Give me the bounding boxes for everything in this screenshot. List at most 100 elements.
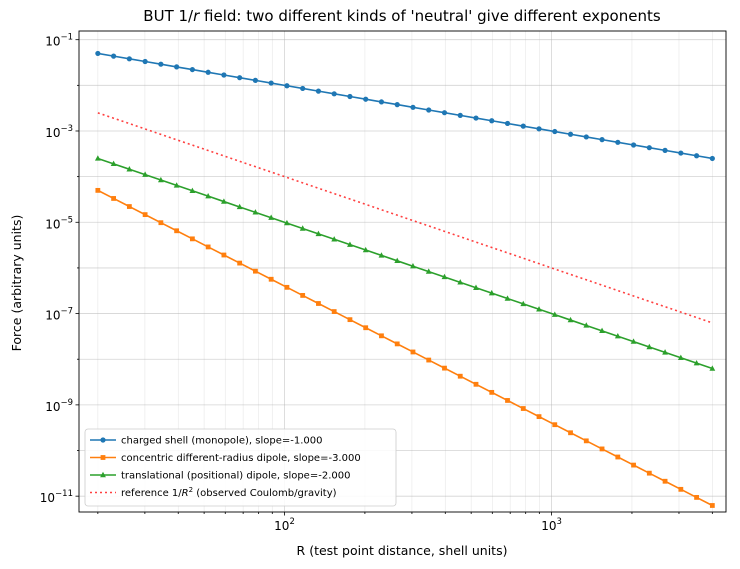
data-point <box>347 241 353 247</box>
data-point <box>253 268 258 274</box>
data-point <box>615 139 621 145</box>
data-point <box>95 50 101 57</box>
data-point <box>694 495 699 500</box>
x-axis-label: R (test point distance, shell units) <box>297 543 508 558</box>
data-point <box>631 462 636 468</box>
data-point <box>630 142 637 148</box>
data-point <box>237 75 243 81</box>
data-point <box>268 276 274 282</box>
data-point <box>221 252 227 258</box>
data-point <box>142 212 148 218</box>
series-group <box>94 50 716 508</box>
data-point <box>709 503 715 508</box>
data-point <box>473 115 479 121</box>
data-point <box>284 83 290 89</box>
data-point <box>142 58 148 65</box>
legend-marker <box>100 471 106 478</box>
data-point <box>316 301 321 306</box>
data-point <box>520 123 526 129</box>
series-line-3 <box>97 112 713 324</box>
data-point <box>457 279 464 285</box>
y-tick-label: 10−9 <box>45 398 73 414</box>
data-point <box>426 357 432 363</box>
legend-marker <box>100 437 106 443</box>
data-point <box>646 343 653 350</box>
series-line-2 <box>97 157 713 370</box>
data-point <box>662 147 668 153</box>
data-point <box>331 91 337 97</box>
data-point <box>583 438 589 444</box>
data-point <box>709 365 716 371</box>
data-point <box>394 341 400 347</box>
data-point <box>158 220 164 226</box>
data-point <box>363 96 369 102</box>
data-point <box>205 244 211 250</box>
y-tick-label: 10−1 <box>45 33 73 49</box>
chart-title: BUT 1/r field: two different kinds of 'n… <box>143 7 661 25</box>
data-point <box>110 160 117 167</box>
data-point <box>95 187 101 193</box>
data-point <box>457 112 463 118</box>
data-point <box>520 406 526 411</box>
data-point <box>394 257 401 264</box>
data-point <box>505 398 510 403</box>
data-point <box>567 316 574 323</box>
data-point <box>583 134 589 140</box>
data-point <box>536 414 542 420</box>
data-point <box>268 214 275 220</box>
y-tick-label: 10−5 <box>45 215 73 231</box>
data-point <box>630 338 637 344</box>
data-point <box>568 430 573 436</box>
data-point <box>379 333 384 339</box>
data-point <box>552 128 558 135</box>
data-point <box>111 196 117 201</box>
data-point <box>174 64 180 70</box>
data-point <box>157 176 164 183</box>
data-point <box>489 118 495 124</box>
data-point <box>410 349 416 355</box>
axes: 102 103 10−1 10−3 10−5 10−7 10−9 10−11 <box>40 30 727 533</box>
data-point <box>252 77 259 83</box>
data-point <box>315 230 322 237</box>
data-point <box>489 389 495 395</box>
data-point <box>378 99 385 105</box>
y-tick-label: 10−7 <box>45 307 73 323</box>
data-point <box>536 306 542 312</box>
data-point <box>457 373 463 379</box>
data-point <box>693 359 700 366</box>
legend: charged shell (monopole), slope=-1.000 co… <box>84 428 397 507</box>
data-point <box>315 88 322 94</box>
data-point <box>662 478 668 484</box>
data-point <box>567 131 574 137</box>
data-point <box>646 145 652 151</box>
data-point <box>189 66 195 73</box>
data-point <box>693 153 700 159</box>
data-point <box>173 182 180 188</box>
legend-label-1: concentric different-radius dipole, slop… <box>121 453 361 464</box>
data-point <box>425 268 432 274</box>
data-point <box>347 93 353 100</box>
data-point <box>426 107 432 113</box>
data-point <box>237 260 243 266</box>
data-point <box>205 192 212 199</box>
data-point <box>142 171 149 177</box>
data-point <box>441 273 448 280</box>
data-point <box>551 311 558 317</box>
data-point <box>394 102 400 108</box>
data-point <box>126 166 133 172</box>
x-tick-label: 103 <box>541 517 562 533</box>
data-point <box>363 325 369 331</box>
plot-frame <box>78 30 727 513</box>
data-point <box>268 80 274 86</box>
data-point <box>410 262 416 269</box>
data-point <box>520 300 527 307</box>
data-point <box>221 72 227 78</box>
data-point <box>220 198 227 204</box>
data-point <box>583 322 590 328</box>
data-point <box>614 333 621 339</box>
grid <box>79 31 726 512</box>
data-point <box>678 486 684 492</box>
data-point <box>599 137 605 143</box>
data-point <box>284 284 290 290</box>
data-point <box>504 295 511 301</box>
